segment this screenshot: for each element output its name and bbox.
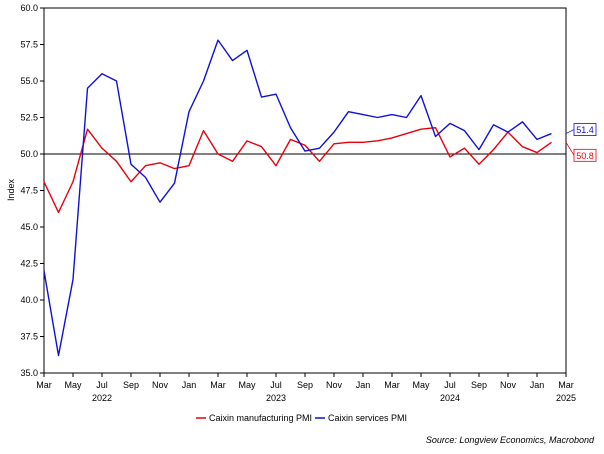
y-tick-label: 47.5 [20,186,38,196]
x-tick-label: Jul [444,380,456,390]
end-value-label: 50.8 [576,151,594,161]
x-tick-label: Sep [123,380,139,390]
x-tick-label: Jan [182,380,197,390]
x-tick-label: May [412,380,430,390]
legend-label: Caixin manufacturing PMI [209,413,312,423]
x-tick-label: May [64,380,82,390]
end-label-leader [565,129,575,134]
x-tick-label: Jan [530,380,545,390]
x-tick-label: Mar [558,380,574,390]
year-label: 2023 [266,393,286,403]
x-tick-label: Jul [270,380,282,390]
y-tick-label: 35.0 [20,368,38,378]
y-tick-label: 37.5 [20,332,38,342]
y-tick-label: 42.5 [20,259,38,269]
y-axis-title: Index [6,178,16,201]
year-label: 2024 [440,393,460,403]
y-tick-label: 52.5 [20,113,38,123]
x-tick-label: Mar [384,380,400,390]
x-tick-label: Sep [471,380,487,390]
y-tick-label: 45.0 [20,222,38,232]
year-label: 2022 [92,393,112,403]
year-label: 2025 [556,393,576,403]
y-tick-label: 40.0 [20,295,38,305]
x-tick-label: May [238,380,256,390]
plot-frame [43,7,567,374]
y-tick-label: 50.0 [20,149,38,159]
x-tick-label: Jan [356,380,371,390]
end-value-label: 51.4 [576,125,594,135]
end-label-box [573,123,597,136]
x-tick-label: Sep [297,380,313,390]
source-note: Source: Longview Economics, Macrobond [426,435,595,445]
y-tick-label: 60.0 [20,3,38,13]
legend: Caixin manufacturing PMI Caixin services … [196,413,407,423]
end-label-leader [565,142,575,156]
x-tick-label: Nov [500,380,517,390]
y-tick-label: 55.0 [20,76,38,86]
legend-label: Caixin services PMI [328,413,407,423]
x-tick-label: Nov [152,380,169,390]
x-tick-label: Nov [326,380,343,390]
end-label-box [573,148,597,162]
x-tick-label: Jul [96,380,108,390]
series-line-services [43,39,552,357]
y-tick-label: 57.5 [20,40,38,50]
x-tick-label: Mar [36,380,52,390]
x-tick-label: Mar [210,380,226,390]
series-line-manufacturing [43,127,552,214]
